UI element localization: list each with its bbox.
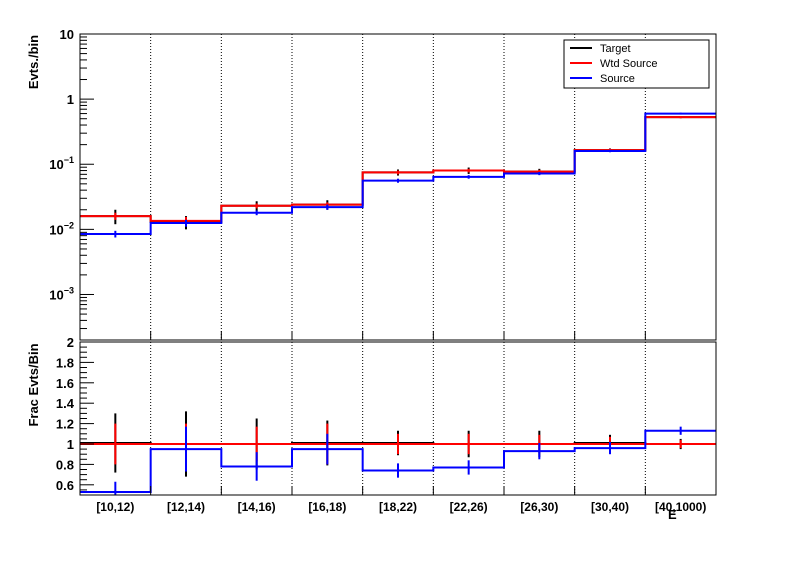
y-tick-label: 0.8 — [56, 457, 74, 472]
top-series — [80, 112, 716, 238]
legend-label: Source — [600, 73, 635, 85]
y-tick-base: 1 — [67, 92, 74, 107]
y-tick-label: 2 — [67, 335, 74, 350]
y-tick-label: 1.4 — [56, 396, 75, 411]
y-tick-label: 10−2 — [49, 220, 74, 237]
x-category-label: [10,12) — [96, 500, 134, 514]
y-tick-base: 10 — [49, 222, 63, 237]
y-tick-exponent: −1 — [64, 155, 74, 165]
y-tick-label: 1.6 — [56, 376, 74, 391]
y-tick-label: 1 — [67, 92, 74, 107]
y-tick-label: 1.2 — [56, 417, 74, 432]
x-category-label: [40,1000) — [655, 500, 706, 514]
x-category-label: [14,16) — [238, 500, 276, 514]
y-tick-label: 1 — [67, 437, 74, 452]
x-category-labels: [10,12) [12,14) [14,16) [16,18) [18,22) [22,2… — [96, 500, 706, 514]
legend: Target Wtd Source Source — [563, 39, 710, 89]
x-category-label: [26,30) — [520, 500, 558, 514]
legend-label: Target — [600, 43, 631, 55]
y-tick-base: 10 — [49, 287, 63, 302]
x-category-label: [16,18) — [308, 500, 346, 514]
x-category-label: [22,26) — [450, 500, 488, 514]
x-category-label: [12,14) — [167, 500, 205, 514]
y-tick-label: 0.6 — [56, 478, 74, 493]
bottom-series — [80, 411, 716, 495]
y-tick-base: 10 — [60, 27, 74, 42]
bottom-y-axis-title: Frac Evts/Bin — [26, 343, 41, 426]
y-tick-label: 10−1 — [49, 155, 74, 172]
bottom-axes: 0.6 0.8 1 1.2 1.4 1.6 1.8 2 — [56, 335, 717, 496]
y-tick-exponent: −2 — [64, 220, 74, 230]
y-tick-base: 10 — [49, 157, 63, 172]
x-axis-title-clipped: E — [668, 507, 677, 522]
series-source — [80, 426, 716, 495]
top-y-axis-title: Evts./bin — [26, 35, 41, 89]
x-category-label: [18,22) — [379, 500, 417, 514]
bottom-pad: 0.6 0.8 1 1.2 1.4 1.6 1.8 2 Frac Evts/Bin [10,1… — [26, 335, 717, 522]
top-frame — [79, 33, 717, 341]
y-tick-label: 10−3 — [49, 285, 74, 302]
y-tick-exponent: −3 — [64, 285, 74, 295]
y-tick-label: 1.8 — [56, 355, 74, 370]
x-category-label: [30,40) — [591, 500, 629, 514]
legend-label: Wtd Source — [600, 58, 657, 70]
y-tick-label: 10 — [60, 27, 74, 42]
series-source — [80, 112, 716, 238]
